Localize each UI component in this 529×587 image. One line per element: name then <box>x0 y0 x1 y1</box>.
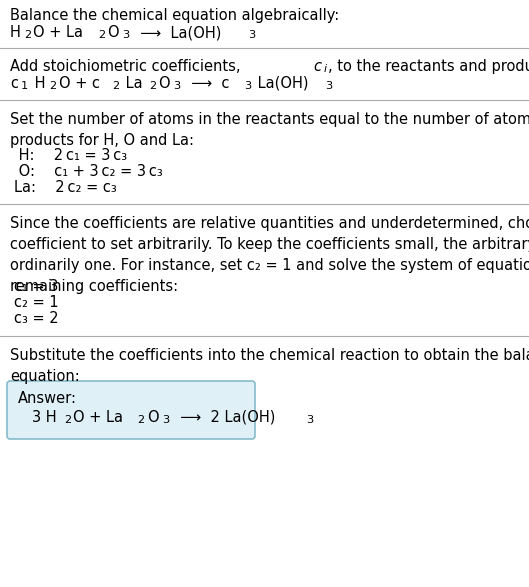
Text: 2: 2 <box>149 81 156 91</box>
Text: La(OH): La(OH) <box>253 76 308 91</box>
Text: 1: 1 <box>20 81 28 91</box>
Text: 3: 3 <box>244 81 251 91</box>
Text: 2: 2 <box>98 30 105 40</box>
Text: , to the reactants and products:: , to the reactants and products: <box>328 59 529 74</box>
Text: 3: 3 <box>122 30 129 40</box>
Text: H: H <box>30 76 45 91</box>
Text: c₃ = 2: c₃ = 2 <box>14 311 59 326</box>
Text: O:  c₁ + 3 c₂ = 3 c₃: O: c₁ + 3 c₂ = 3 c₃ <box>14 164 163 179</box>
Text: c: c <box>313 59 322 74</box>
Text: 3: 3 <box>306 415 313 425</box>
Text: H:  2 c₁ = 3 c₃: H: 2 c₁ = 3 c₃ <box>14 148 127 163</box>
Text: c₂ = 1: c₂ = 1 <box>14 295 59 310</box>
Text: O + La: O + La <box>33 25 83 40</box>
Text: 3: 3 <box>173 81 180 91</box>
Text: c₁ = 3: c₁ = 3 <box>14 279 58 294</box>
Text: La:  2 c₂ = c₃: La: 2 c₂ = c₃ <box>14 180 117 195</box>
Text: Add stoichiometric coefficients,: Add stoichiometric coefficients, <box>10 59 245 74</box>
Text: Substitute the coefficients into the chemical reaction to obtain the balanced
eq: Substitute the coefficients into the che… <box>10 348 529 384</box>
Text: Answer:: Answer: <box>18 391 77 406</box>
Text: 2: 2 <box>64 415 71 425</box>
FancyBboxPatch shape <box>7 381 255 439</box>
Text: O + La: O + La <box>73 410 123 425</box>
Text: Since the coefficients are relative quantities and underdetermined, choose a
coe: Since the coefficients are relative quan… <box>10 216 529 294</box>
Text: ⟶  c: ⟶ c <box>183 76 230 91</box>
Text: O: O <box>147 410 158 425</box>
Text: 2: 2 <box>50 81 57 91</box>
Text: 2: 2 <box>24 30 31 40</box>
Text: Balance the chemical equation algebraically:: Balance the chemical equation algebraica… <box>10 8 339 23</box>
Text: H: H <box>10 25 21 40</box>
Text: c: c <box>10 76 18 91</box>
Text: O + c: O + c <box>59 76 100 91</box>
Text: O: O <box>158 76 170 91</box>
Text: ⟶  La(OH): ⟶ La(OH) <box>131 25 222 40</box>
Text: 2: 2 <box>138 415 144 425</box>
Text: ⟶  2 La(OH): ⟶ 2 La(OH) <box>171 410 276 425</box>
Text: 3: 3 <box>248 30 255 40</box>
Text: 3: 3 <box>325 81 332 91</box>
Text: O: O <box>107 25 118 40</box>
Text: i: i <box>324 64 327 74</box>
Text: 2: 2 <box>112 81 119 91</box>
Text: 3: 3 <box>162 415 169 425</box>
Text: 3 H: 3 H <box>32 410 57 425</box>
Text: La: La <box>121 76 143 91</box>
Text: Set the number of atoms in the reactants equal to the number of atoms in the
pro: Set the number of atoms in the reactants… <box>10 112 529 148</box>
